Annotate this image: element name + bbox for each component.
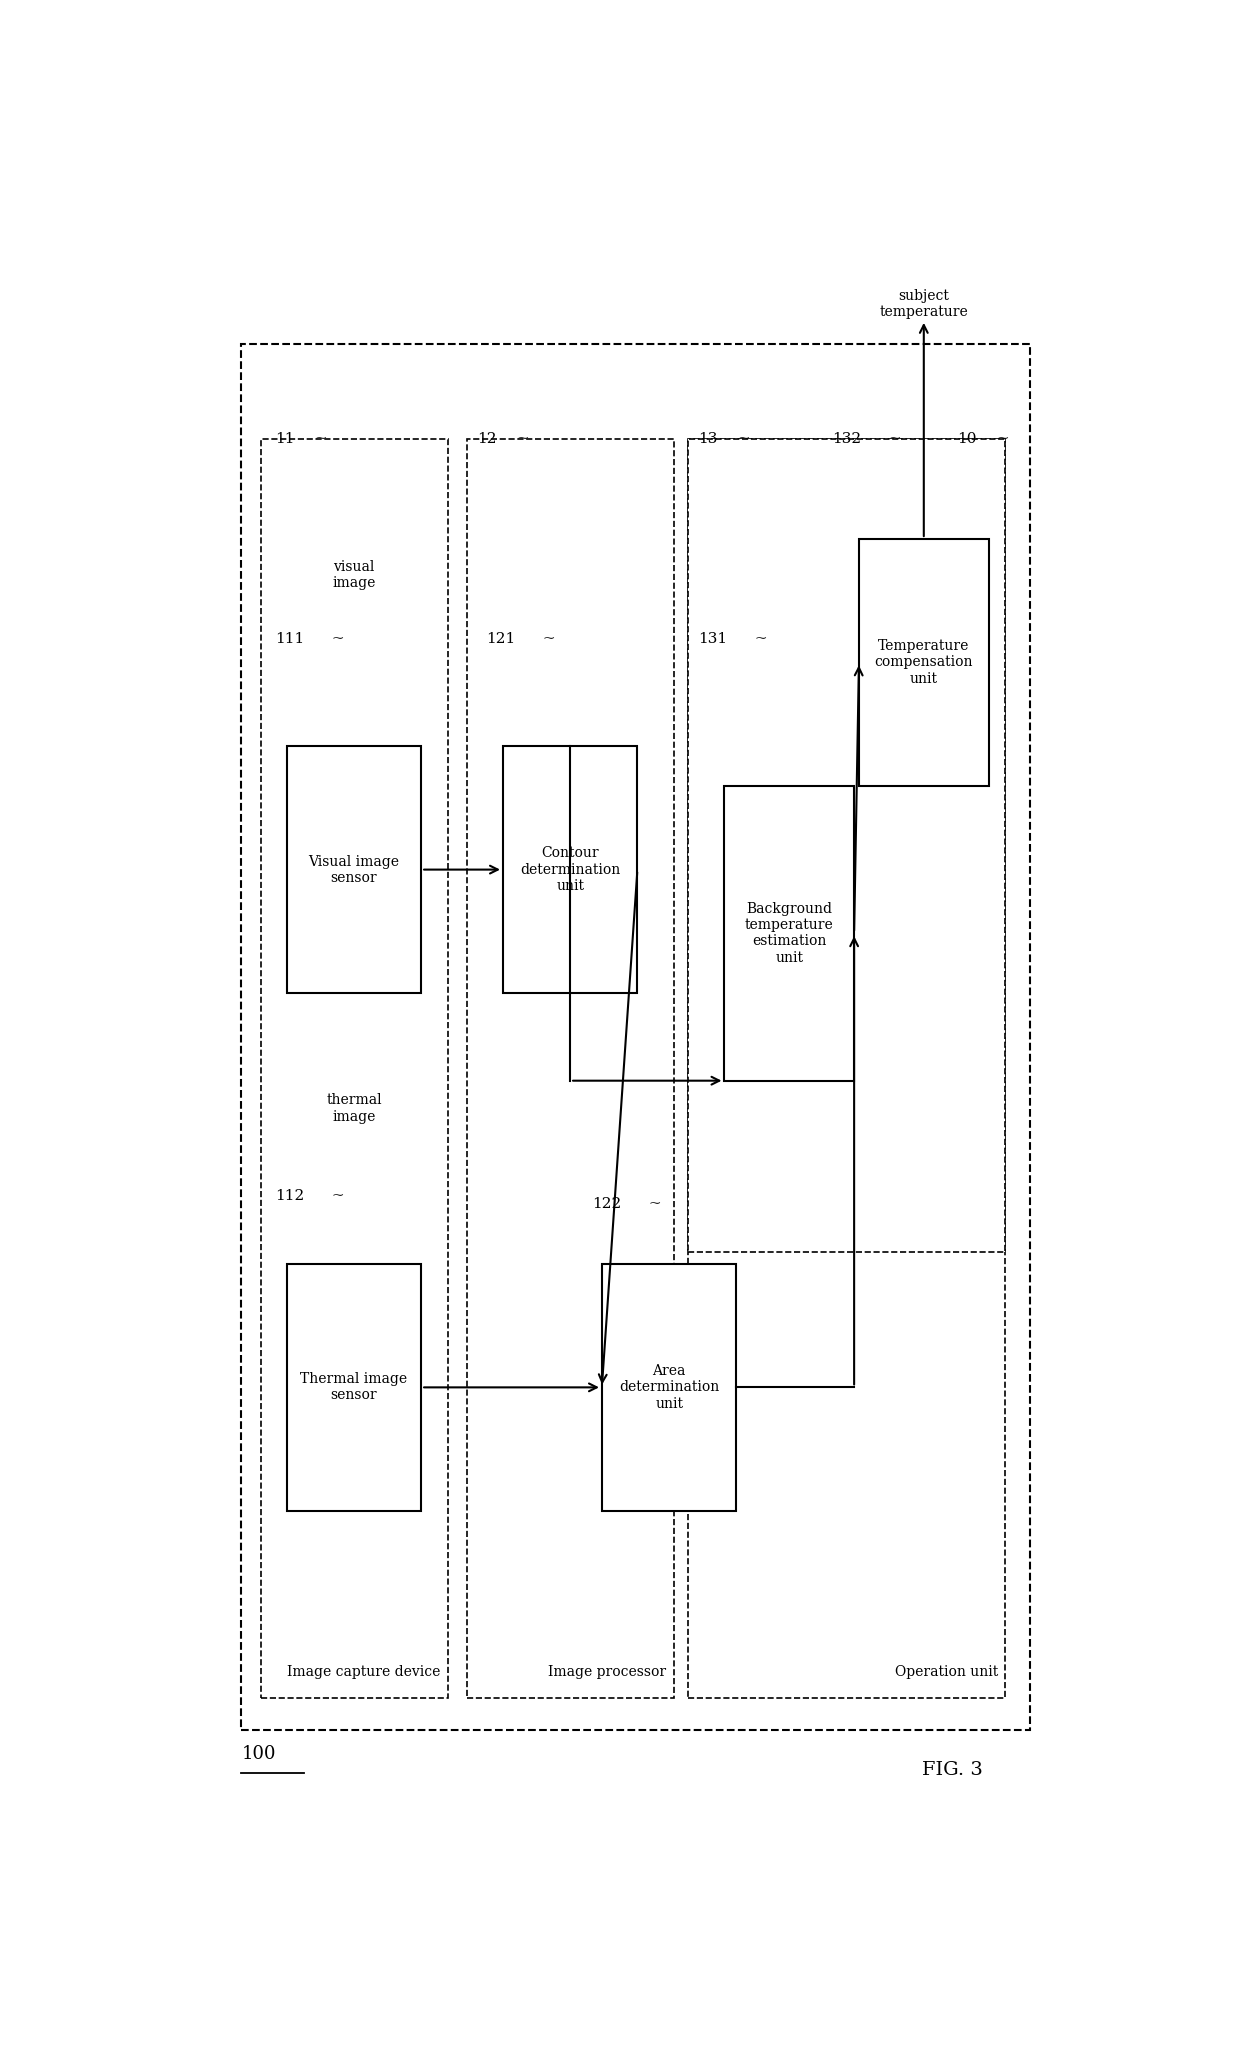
Bar	[503, 747, 637, 993]
Bar	[260, 439, 448, 1699]
Text: 12: 12	[477, 432, 496, 447]
Text: 121: 121	[486, 631, 516, 646]
Bar	[242, 343, 1029, 1730]
Bar	[688, 439, 1006, 1699]
Text: ~: ~	[327, 631, 345, 646]
Text: Operation unit: Operation unit	[894, 1666, 998, 1678]
Text: 111: 111	[275, 631, 304, 646]
Text: ~: ~	[327, 1190, 345, 1204]
Text: FIG. 3: FIG. 3	[923, 1761, 983, 1779]
Text: ~: ~	[644, 1198, 662, 1210]
Text: Image processor: Image processor	[548, 1666, 666, 1678]
Text: ~: ~	[538, 631, 556, 646]
Bar	[724, 786, 854, 1080]
Text: ~: ~	[884, 432, 901, 447]
Text: ~: ~	[512, 432, 529, 447]
Bar	[286, 747, 422, 993]
Text: ~: ~	[750, 631, 768, 646]
Text: 131: 131	[698, 631, 727, 646]
Text: visual
image: visual image	[332, 561, 376, 590]
Bar	[467, 439, 675, 1699]
Bar	[859, 540, 988, 786]
Bar	[286, 1264, 422, 1510]
Text: 100: 100	[242, 1744, 277, 1763]
Text: Temperature
compensation
unit: Temperature compensation unit	[874, 639, 973, 685]
Text: ~: ~	[733, 432, 750, 447]
Text: Image capture device: Image capture device	[286, 1666, 440, 1678]
Bar	[601, 1264, 737, 1510]
Text: 112: 112	[275, 1190, 304, 1204]
Text: Area
determination
unit: Area determination unit	[619, 1363, 719, 1411]
Text: Background
temperature
estimation
unit: Background temperature estimation unit	[745, 902, 833, 964]
Text: ~: ~	[310, 432, 327, 447]
Text: 122: 122	[593, 1198, 621, 1210]
Text: Visual image
sensor: Visual image sensor	[309, 854, 399, 886]
Text: 11: 11	[275, 432, 295, 447]
Text: Thermal image
sensor: Thermal image sensor	[300, 1372, 408, 1403]
Text: Contour
determination
unit: Contour determination unit	[520, 846, 620, 894]
Text: 13: 13	[698, 432, 717, 447]
Text: 10: 10	[957, 432, 977, 447]
Text: ~: ~	[992, 432, 1009, 447]
Bar	[688, 439, 1006, 1252]
Text: 132: 132	[832, 432, 862, 447]
Text: subject
temperature: subject temperature	[879, 290, 968, 319]
Text: thermal
image: thermal image	[326, 1095, 382, 1123]
